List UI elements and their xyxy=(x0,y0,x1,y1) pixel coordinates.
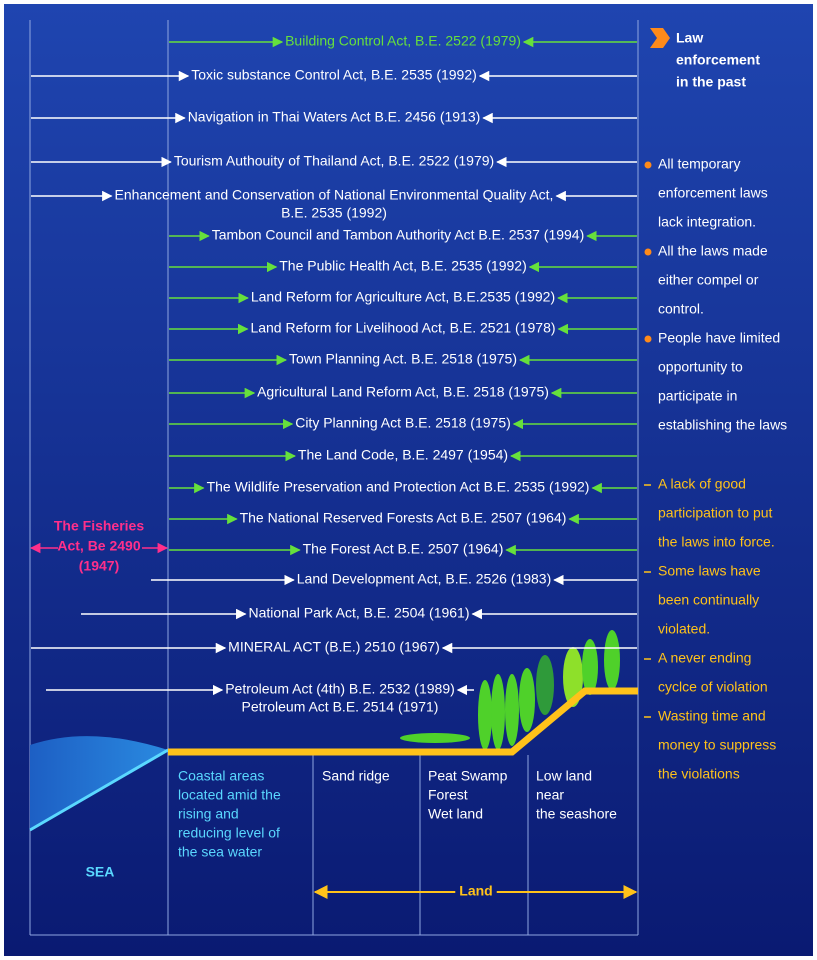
problem-text: violated. xyxy=(658,621,710,637)
panel-title: enforcement xyxy=(676,52,760,68)
act-label: The Land Code, B.E. 2497 (1954) xyxy=(298,447,508,463)
land-label: Land xyxy=(459,883,492,899)
bullet-dot xyxy=(645,336,652,343)
problem-text: A lack of good xyxy=(658,476,746,492)
act-label: The Public Health Act, B.E. 2535 (1992) xyxy=(279,258,526,274)
zone-label: reducing level of xyxy=(178,825,280,841)
page: Building Control Act, B.E. 2522 (1979) To… xyxy=(0,0,817,960)
act-label: The Wildlife Preservation and Protection… xyxy=(207,479,590,495)
bullet-text: participate in xyxy=(658,388,737,404)
zone-label: Sand ridge xyxy=(322,768,390,784)
bullet-text: lack integration. xyxy=(658,214,756,230)
problem-text: Some laws have xyxy=(658,563,761,579)
bullet-text: People have limited xyxy=(658,330,780,346)
zone-label: Peat Swamp xyxy=(428,768,508,784)
act-label: Toxic substance Control Act, B.E. 2535 (… xyxy=(191,67,477,83)
zone-label: Forest xyxy=(428,787,468,803)
zone-label: the sea water xyxy=(178,844,262,860)
problem-text: money to suppress xyxy=(658,737,776,753)
act-label: Tambon Council and Tambon Authority Act … xyxy=(212,227,585,243)
act-label: Town Planning Act. B.E. 2518 (1975) xyxy=(289,351,517,367)
diagram: Building Control Act, B.E. 2522 (1979) To… xyxy=(0,0,817,960)
bullet-text: enforcement laws xyxy=(658,185,768,201)
act-label: Agricultural Land Reform Act, B.E. 2518 … xyxy=(257,384,549,400)
fisheries-label: Act, Be 2490 xyxy=(57,538,140,554)
act-label: MINERAL ACT (B.E.) 2510 (1967) xyxy=(228,639,440,655)
bullet-text: control. xyxy=(658,301,704,317)
zone-label: Coastal areas xyxy=(178,768,264,784)
problem-text: cyclce of violation xyxy=(658,679,768,695)
act-label: B.E. 2535 (1992) xyxy=(281,205,387,221)
bullet-text: establishing the laws xyxy=(658,417,787,433)
bullet-text: opportunity to xyxy=(658,359,743,375)
zone-label: Wet land xyxy=(428,806,483,822)
panel-title: in the past xyxy=(676,74,746,90)
problem-text: Wasting time and xyxy=(658,708,766,724)
bullet-dot xyxy=(645,162,652,169)
zone-label: rising and xyxy=(178,806,239,822)
problem-text: the laws into force. xyxy=(658,534,775,550)
act-label: Land Reform for Agriculture Act, B.E.253… xyxy=(251,289,555,305)
sea-label: SEA xyxy=(86,864,115,880)
act-label: City Planning Act B.E. 2518 (1975) xyxy=(295,415,511,431)
act-label: The National Reserved Forests Act B.E. 2… xyxy=(240,510,567,526)
bullet-text: All temporary xyxy=(658,156,740,172)
act-label: Navigation in Thai Waters Act B.E. 2456 … xyxy=(188,109,481,125)
act-label: The Forest Act B.E. 2507 (1964) xyxy=(303,541,504,557)
zone-label: the seashore xyxy=(536,806,617,822)
problem-text: A never ending xyxy=(658,650,751,666)
act-label: Building Control Act, B.E. 2522 (1979) xyxy=(285,33,521,49)
zone-label: near xyxy=(536,787,564,803)
problem-text: been continually xyxy=(658,592,759,608)
fisheries-label: The Fisheries xyxy=(54,518,144,534)
panel-title: Law xyxy=(676,30,703,46)
bullet-text: All the laws made xyxy=(658,243,768,259)
fisheries-label: (1947) xyxy=(79,558,119,574)
problem-text: the violations xyxy=(658,766,740,782)
act-label: Enhancement and Conservation of National… xyxy=(115,187,554,203)
zone-label: located amid the xyxy=(178,787,281,803)
act-label: Petroleum Act B.E. 2514 (1971) xyxy=(242,699,439,715)
act-label: National Park Act, B.E. 2504 (1961) xyxy=(248,605,469,621)
act-label: Land Reform for Livelihood Act, B.E. 252… xyxy=(250,320,555,336)
problem-text: participation to put xyxy=(658,505,773,521)
bullet-text: either compel or xyxy=(658,272,759,288)
bullet-dot xyxy=(645,249,652,256)
zone-label: Low land xyxy=(536,768,592,784)
act-label: Petroleum Act (4th) B.E. 2532 (1989) xyxy=(225,681,455,697)
act-label: Tourism Authouity of Thailand Act, B.E. … xyxy=(174,153,494,169)
act-label: Land Development Act, B.E. 2526 (1983) xyxy=(297,571,552,587)
